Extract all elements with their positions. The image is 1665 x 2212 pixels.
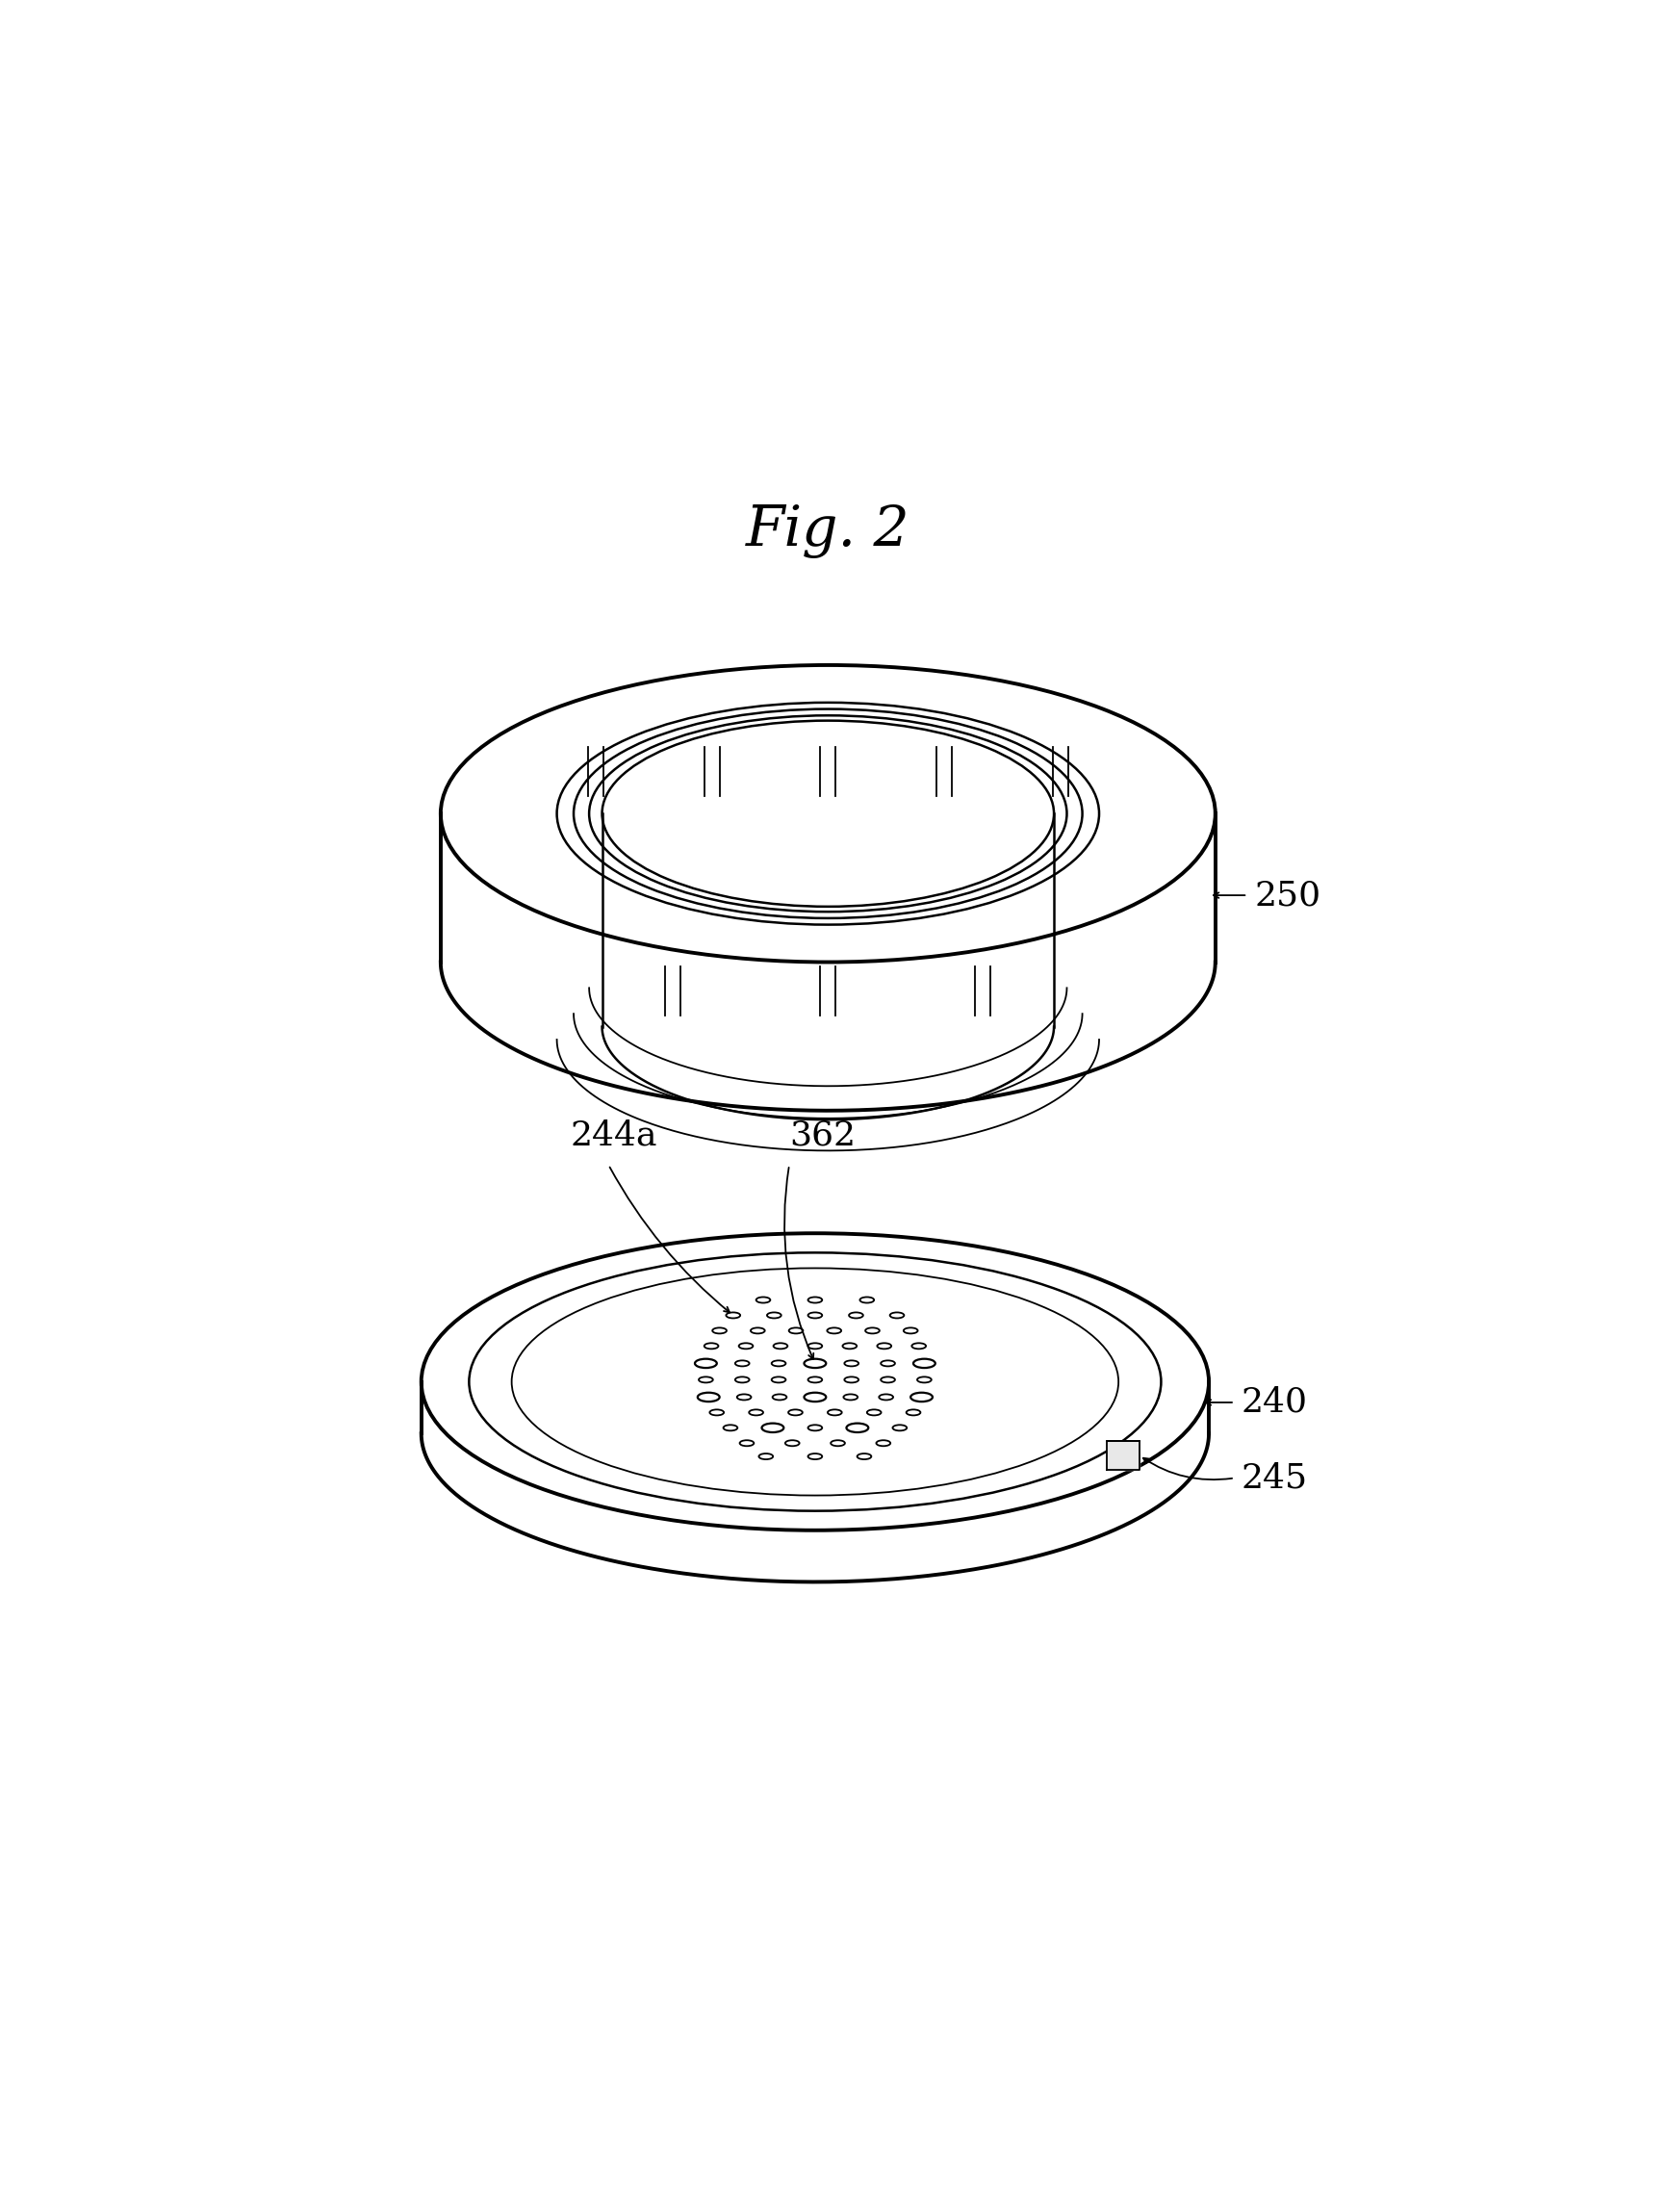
Text: 240: 240 <box>1240 1387 1307 1418</box>
Text: Fig. 2: Fig. 2 <box>746 504 909 557</box>
Text: 250: 250 <box>1254 878 1320 911</box>
Ellipse shape <box>440 666 1214 962</box>
Text: 245: 245 <box>1240 1462 1307 1495</box>
Text: 244a: 244a <box>569 1119 656 1152</box>
Polygon shape <box>1107 1442 1139 1469</box>
Text: 362: 362 <box>789 1119 856 1152</box>
Ellipse shape <box>421 1234 1209 1531</box>
